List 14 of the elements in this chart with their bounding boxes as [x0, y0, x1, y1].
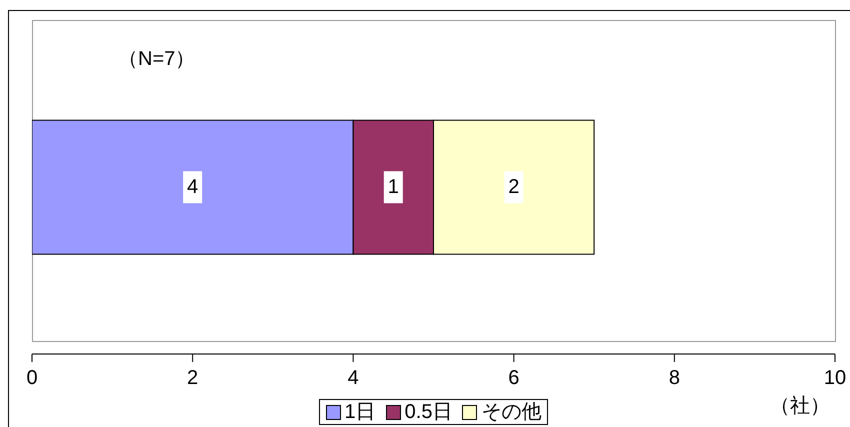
data-label: 2	[508, 176, 520, 198]
x-tick-label: 10	[824, 367, 846, 390]
x-tick-label: 6	[508, 367, 520, 390]
x-tick-label: 4	[348, 367, 359, 390]
x-tick-label: 2	[187, 367, 198, 390]
x-axis-title: （社）	[770, 394, 830, 419]
text: （N=7）	[118, 47, 196, 72]
x-tick-label: 8	[668, 367, 680, 390]
legend-label: 1日	[344, 400, 376, 424]
legend-label: その他	[480, 400, 542, 424]
x-tick-label: 0	[26, 367, 38, 390]
legend-label: 0.5日	[404, 400, 452, 424]
data-label: 4	[187, 176, 198, 198]
data-label: 1	[388, 176, 399, 198]
